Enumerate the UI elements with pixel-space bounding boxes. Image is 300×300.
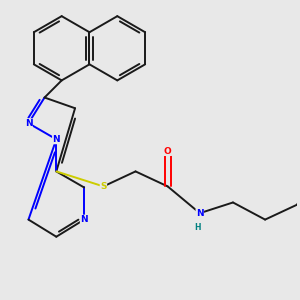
Text: N: N (196, 209, 204, 218)
Text: O: O (164, 147, 172, 156)
Text: S: S (100, 182, 107, 191)
Text: N: N (25, 119, 32, 128)
Text: H: H (194, 223, 201, 232)
Text: N: N (80, 215, 88, 224)
Text: N: N (52, 135, 60, 144)
